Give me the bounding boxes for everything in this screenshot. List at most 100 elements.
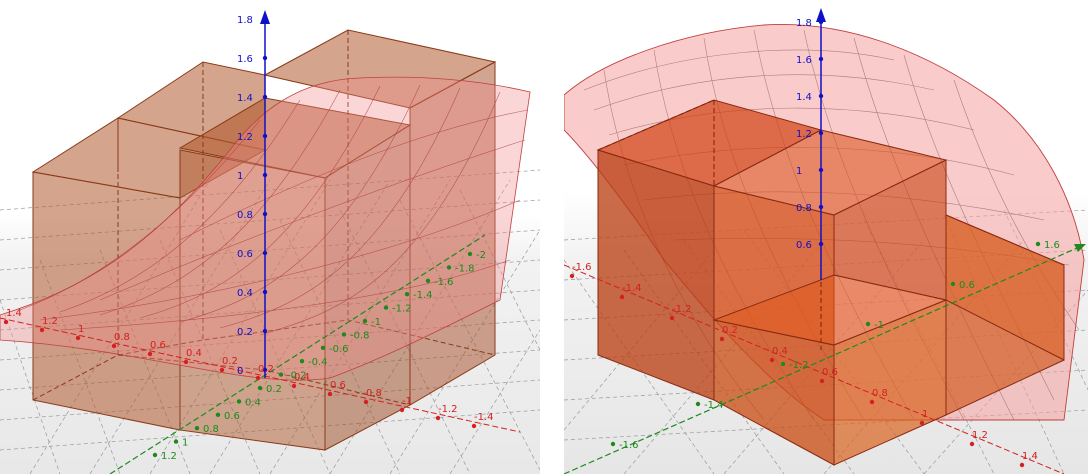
- x-axis-tick-label: 1.4: [1022, 451, 1038, 462]
- x-axis-tick-mark: [363, 399, 369, 405]
- y-axis-tick-label: -1.6: [619, 440, 639, 451]
- x-axis-tick-mark: [3, 319, 9, 325]
- z-axis-tick-label: 1.8: [796, 18, 812, 29]
- z-axis-tick-mark: [262, 172, 268, 178]
- y-axis-tick-mark: [173, 439, 179, 444]
- y-axis-tick-mark: [695, 401, 701, 407]
- x-axis-tick-label: 1: [922, 409, 928, 420]
- z-axis-tick-mark: [818, 130, 824, 136]
- y-axis-tick-label: -2: [476, 250, 486, 261]
- axis-tick-labels: 1.8 1.6 1.4 1.2 1 0.8 0.6 -1.6 -1.4 -1.2 0.2 0.4 0.6…: [569, 18, 1060, 468]
- y-axis-tick-mark: [780, 361, 786, 367]
- z-axis-tick-label: 0.6: [237, 249, 253, 260]
- x-axis-tick-label: 0.2: [222, 356, 238, 367]
- z-axis-tick-mark: [262, 16, 268, 22]
- x-axis-tick-mark: [435, 415, 441, 421]
- z-axis-tick-label: 1.6: [796, 55, 812, 66]
- x-axis-tick-mark: [39, 327, 45, 333]
- z-axis-tick-label: 1.2: [237, 132, 253, 143]
- x-axis-tick-label: 0.6: [150, 340, 166, 351]
- z-axis-tick-label: 0.2: [237, 327, 253, 338]
- z-axis-arrow-icon: [816, 8, 826, 22]
- y-axis-tick-label: -0.4: [308, 357, 328, 368]
- y-axis-tick-mark: [425, 278, 431, 283]
- z-axis-tick-label: 1.8: [237, 15, 253, 26]
- x-axis-tick-label: 0.6: [330, 380, 346, 391]
- x-axis-tick-mark: [255, 375, 261, 381]
- y-axis-tick-label: -1: [874, 320, 884, 331]
- x-axis-tick-label: 1.2: [972, 430, 988, 441]
- axes: [0, 10, 521, 474]
- y-axis-tick-label: -0.8: [350, 330, 370, 341]
- y-axis-tick-label: 1.6: [1044, 240, 1060, 251]
- x-axis-tick-mark: [147, 351, 153, 357]
- x-axis-tick-mark: [669, 315, 675, 321]
- z-axis-tick-mark: [262, 328, 268, 334]
- y-axis-tick-mark: [278, 372, 284, 377]
- x-axis-tick-label: 0.8: [872, 388, 888, 399]
- z-axis-tick-mark: [818, 19, 824, 25]
- x-axis-tick-mark: [111, 343, 117, 349]
- prism-boxes: [31, 29, 497, 451]
- x-axis-tick-label: -1.6: [572, 262, 592, 273]
- x-axis-tick-mark: [471, 423, 477, 429]
- x-axis-tick-label: 0.6: [822, 367, 838, 378]
- z-axis-tick-mark: [818, 167, 824, 173]
- y-axis-tick-mark: [257, 385, 263, 391]
- x-axis-tick-label: 0.8: [114, 332, 130, 343]
- z-axis-tick-label: 1: [796, 166, 802, 177]
- y-axis-tick-mark: [320, 345, 326, 350]
- x-axis-tick-label: 1.4: [6, 308, 22, 319]
- y-axis-tick-mark: [341, 332, 347, 337]
- y-axis-tick-label: 1: [182, 438, 188, 449]
- y-axis-tick-label: 0.6: [959, 280, 975, 291]
- y-axis: [564, 244, 1085, 474]
- y-axis-tick-mark: [446, 265, 452, 270]
- x-axis-tick-label: 0.4: [772, 346, 788, 357]
- prism-solid: [596, 99, 1065, 466]
- z-axis-tick-mark: [262, 211, 268, 217]
- y-axis-tick-mark: [404, 292, 410, 297]
- x-axis-tick-mark: [719, 336, 725, 342]
- right-3d-view: 1.8 1.6 1.4 1.2 1 0.8 0.6 -1.6 -1.4 -1.2 0.2 0.4 0.6…: [564, 0, 1088, 474]
- y-axis-arrow-icon: [1074, 244, 1086, 252]
- x-axis-tick-label: -1.2: [672, 304, 692, 315]
- x-axis-tick-mark: [919, 420, 925, 426]
- y-axis-tick-label: -1.8: [455, 263, 475, 274]
- x-axis-tick-label: 1: [78, 324, 84, 335]
- z-axis-tick-mark: [262, 367, 268, 373]
- z-axis-tick-label: 0.4: [237, 288, 253, 299]
- y-axis-tick-label: -1: [371, 317, 381, 328]
- y-axis-tick-mark: [194, 426, 200, 431]
- axis-tick-labels: 1.81.61.41.210.80.60.40.201.41.210.80.60…: [3, 15, 494, 462]
- z-axis-tick-mark: [818, 56, 824, 62]
- y-axis-tick-label: 1.2: [161, 451, 177, 462]
- y-axis-tick-label: -1.2: [392, 304, 412, 315]
- y-axis-tick-mark: [362, 318, 368, 324]
- y-axis-tick-mark: [152, 452, 158, 458]
- z-axis-tick-mark: [262, 55, 268, 61]
- z-axis-tick-label: 0: [237, 366, 243, 377]
- y-axis-tick-label: 0.2: [266, 384, 282, 395]
- x-axis-tick-mark: [1019, 462, 1025, 468]
- x-axis-tick-label: -1.4: [474, 412, 494, 423]
- x-axis-tick-mark: [619, 294, 625, 300]
- z-axis-tick-label: 1.4: [237, 93, 253, 104]
- y-axis-tick-mark: [1035, 241, 1041, 247]
- z-axis-tick-mark: [262, 289, 268, 295]
- x-axis-tick-label: 0.4: [186, 348, 202, 359]
- x-axis-tick-label: 1.2: [42, 316, 58, 327]
- z-axis-tick-label: 0.8: [796, 203, 812, 214]
- y-axis-tick-label: 0.6: [224, 411, 240, 422]
- y-axis-tick-label: -1.2: [789, 360, 809, 371]
- x-axis-tick-label: 0.4: [294, 372, 310, 383]
- z-axis-tick-label: 1.2: [796, 129, 812, 140]
- y-axis-tick-label: 0.8: [203, 424, 219, 435]
- x-axis-tick-label: -1.4: [622, 283, 642, 294]
- x-axis-tick-mark: [569, 273, 575, 279]
- x-axis-tick-mark: [819, 378, 825, 384]
- x-axis: [564, 264, 1065, 474]
- z-axis-tick-mark: [262, 133, 268, 139]
- z-axis-tick-mark: [818, 241, 824, 247]
- y-axis-tick-mark: [383, 305, 389, 310]
